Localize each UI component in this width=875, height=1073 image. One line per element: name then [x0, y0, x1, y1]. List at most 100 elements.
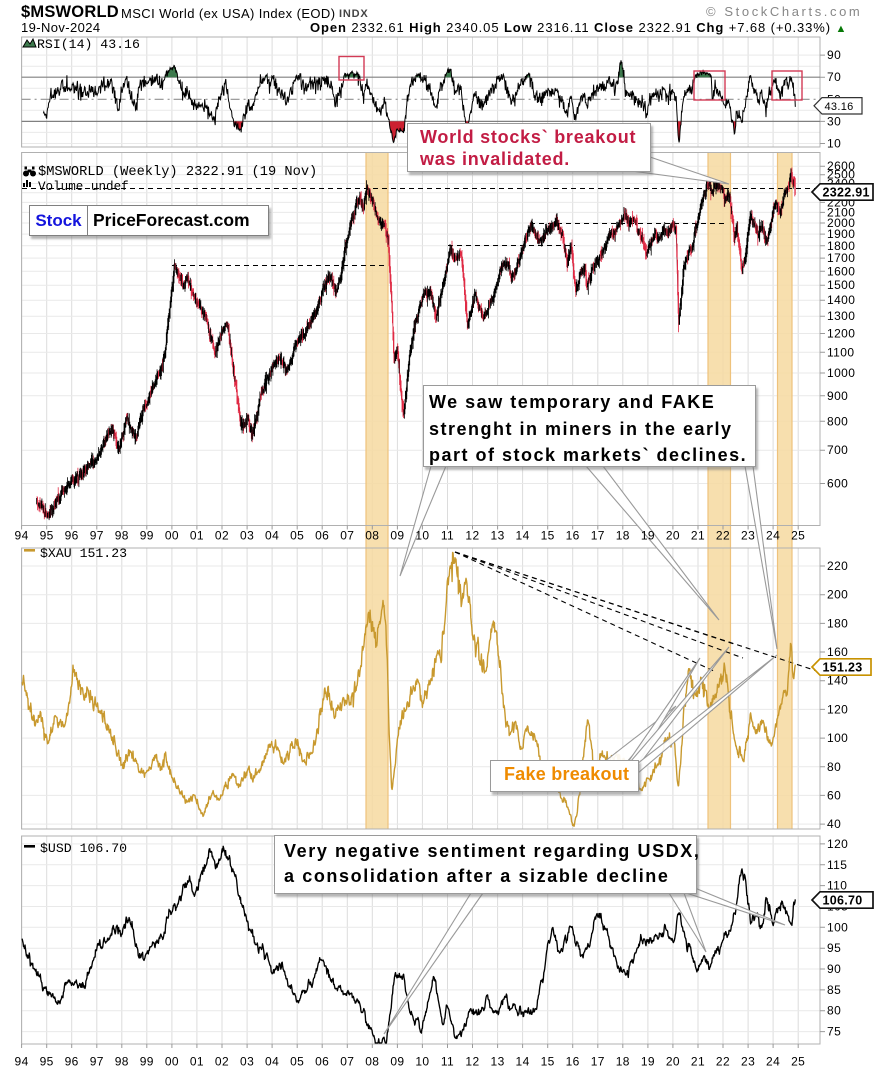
svg-text:96: 96: [65, 529, 79, 543]
svg-text:21: 21: [691, 1055, 705, 1069]
svg-text:15: 15: [541, 1055, 555, 1069]
svg-text:90: 90: [827, 962, 841, 976]
svg-text:$MSWORLD (Weekly) 2322.91 (19: $MSWORLD (Weekly) 2322.91 (19 Nov): [38, 165, 317, 180]
svg-text:1500: 1500: [827, 278, 855, 292]
svg-text:12: 12: [465, 529, 479, 543]
svg-text:115: 115: [827, 858, 847, 872]
svg-text:10: 10: [415, 1055, 429, 1069]
svg-text:03: 03: [240, 1055, 254, 1069]
svg-text:02: 02: [215, 1055, 229, 1069]
svg-text:05: 05: [290, 1055, 304, 1069]
svg-text:03: 03: [240, 529, 254, 543]
svg-text:1300: 1300: [827, 309, 855, 323]
svg-text:21: 21: [691, 529, 705, 543]
svg-text:95: 95: [40, 1055, 54, 1069]
svg-text:10: 10: [415, 529, 429, 543]
svg-text:97: 97: [90, 1055, 104, 1069]
svg-text:2100: 2100: [827, 205, 855, 219]
svg-text:1800: 1800: [827, 239, 855, 253]
svg-text:02: 02: [215, 529, 229, 543]
svg-text:90: 90: [827, 48, 841, 62]
svg-text:85: 85: [827, 983, 841, 997]
svg-text:RSI(14) 43.16: RSI(14) 43.16: [37, 37, 140, 52]
svg-text:2322.91: 2322.91: [823, 185, 870, 199]
svg-text:04: 04: [265, 529, 279, 543]
svg-text:43.16: 43.16: [825, 101, 854, 113]
svg-text:1100: 1100: [827, 345, 854, 359]
svg-text:106.70: 106.70: [823, 893, 863, 907]
svg-text:00: 00: [165, 1055, 179, 1069]
svg-text:98: 98: [115, 529, 129, 543]
svg-text:14: 14: [516, 1055, 530, 1069]
svg-text:80: 80: [827, 1004, 841, 1018]
svg-text:60: 60: [827, 788, 841, 802]
svg-text:13: 13: [491, 529, 505, 543]
svg-text:70: 70: [827, 70, 841, 84]
svg-text:120: 120: [827, 837, 848, 851]
svg-text:19: 19: [641, 529, 655, 543]
svg-text:23: 23: [741, 529, 755, 543]
svg-text:140: 140: [827, 674, 848, 688]
svg-text:08: 08: [365, 529, 379, 543]
svg-text:94: 94: [15, 1055, 29, 1069]
svg-text:15: 15: [541, 529, 555, 543]
svg-text:700: 700: [827, 443, 848, 457]
svg-text:100: 100: [827, 731, 848, 745]
svg-text:24: 24: [766, 1055, 780, 1069]
svg-text:1700: 1700: [827, 251, 855, 265]
svg-text:2500: 2500: [827, 168, 855, 182]
svg-text:120: 120: [827, 702, 848, 716]
svg-text:04: 04: [265, 1055, 279, 1069]
svg-text:07: 07: [340, 1055, 354, 1069]
svg-text:1600: 1600: [827, 264, 855, 278]
svg-text:220: 220: [827, 559, 848, 573]
svg-text:Volume undef: Volume undef: [38, 180, 129, 194]
svg-text:06: 06: [315, 1055, 329, 1069]
svg-text:160: 160: [827, 645, 848, 659]
svg-text:11: 11: [441, 529, 454, 543]
svg-text:94: 94: [15, 529, 29, 543]
svg-text:20: 20: [666, 1055, 680, 1069]
svg-text:16: 16: [566, 529, 580, 543]
svg-text:25: 25: [791, 1055, 805, 1069]
svg-text:180: 180: [827, 616, 848, 630]
svg-text:1400: 1400: [827, 293, 855, 307]
svg-text:18: 18: [616, 1055, 630, 1069]
svg-text:99: 99: [140, 529, 154, 543]
svg-text:08: 08: [365, 1055, 379, 1069]
svg-text:24: 24: [766, 529, 780, 543]
svg-text:99: 99: [140, 1055, 154, 1069]
svg-text:98: 98: [115, 1055, 129, 1069]
svg-text:25: 25: [791, 529, 805, 543]
svg-text:600: 600: [827, 477, 848, 491]
svg-text:95: 95: [40, 529, 54, 543]
svg-text:18: 18: [616, 529, 630, 543]
svg-text:96: 96: [65, 1055, 79, 1069]
svg-text:17: 17: [591, 529, 605, 543]
svg-text:80: 80: [827, 760, 841, 774]
svg-text:22: 22: [716, 529, 730, 543]
svg-text:2000: 2000: [827, 216, 855, 230]
svg-text:10: 10: [827, 137, 841, 151]
svg-text:17: 17: [591, 1055, 605, 1069]
svg-text:11: 11: [441, 1055, 454, 1069]
svg-text:1900: 1900: [827, 227, 855, 241]
svg-text:900: 900: [827, 389, 848, 403]
svg-text:1200: 1200: [827, 327, 855, 341]
svg-text:$USD 106.70: $USD 106.70: [40, 841, 127, 856]
svg-text:09: 09: [390, 1055, 404, 1069]
svg-text:19: 19: [641, 1055, 655, 1069]
svg-text:16: 16: [566, 1055, 580, 1069]
svg-text:110: 110: [827, 879, 847, 893]
svg-text:12: 12: [465, 1055, 479, 1069]
svg-text:14: 14: [516, 529, 530, 543]
svg-text:01: 01: [190, 529, 204, 543]
svg-text:20: 20: [666, 529, 680, 543]
svg-text:05: 05: [290, 529, 304, 543]
svg-text:$XAU 151.23: $XAU 151.23: [40, 546, 127, 561]
svg-text:40: 40: [827, 817, 841, 831]
svg-text:07: 07: [340, 529, 354, 543]
svg-text:09: 09: [390, 529, 404, 543]
svg-text:01: 01: [190, 1055, 204, 1069]
svg-text:2600: 2600: [827, 159, 855, 173]
